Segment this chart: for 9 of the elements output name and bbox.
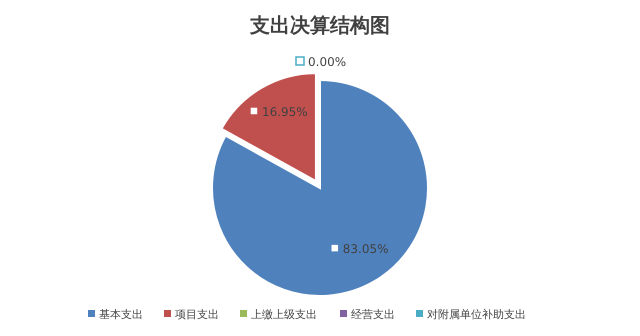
chart-title: 支出决算结构图 bbox=[249, 13, 390, 37]
legend-label: 经营支出 bbox=[351, 308, 395, 321]
legend-label: 项目支出 bbox=[175, 308, 219, 321]
legend-label: 上缴上级支出 bbox=[251, 308, 317, 321]
text: 0.00% bbox=[308, 55, 346, 69]
data-label: 16.95% bbox=[262, 104, 308, 119]
legend-label: 对附属单位补助支出 bbox=[427, 308, 526, 321]
legend-label: 基本支出 bbox=[99, 308, 143, 321]
data-label: 83.05% bbox=[342, 242, 389, 256]
